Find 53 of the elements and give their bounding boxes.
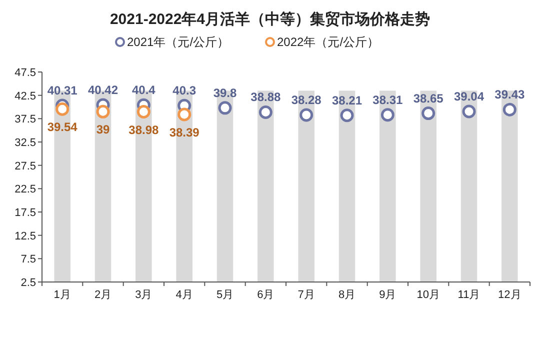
x-tick-label: 6月 — [257, 289, 274, 301]
y-tick-label: 12.5 — [14, 230, 36, 242]
point — [340, 108, 354, 122]
point — [502, 102, 516, 116]
y-tick-label: 27.5 — [14, 160, 36, 172]
point — [178, 108, 192, 122]
x-tick-label: 12月 — [498, 289, 522, 301]
y-tick-label: 32.5 — [14, 137, 36, 149]
x-tick-label: 1月 — [54, 289, 71, 301]
x-tick-label: 7月 — [298, 289, 315, 301]
data-label: 40.4 — [132, 83, 156, 98]
data-label: 38.98 — [128, 122, 160, 137]
data-label: 38.88 — [250, 90, 282, 104]
x-tick-label: 3月 — [135, 289, 152, 301]
legend-label: 2021年（元/公斤） — [127, 35, 230, 49]
y-tick-label: 7.5 — [20, 254, 36, 266]
data-label: 38.28 — [291, 93, 322, 108]
y-tick-label: 17.5 — [14, 207, 36, 219]
point — [300, 108, 314, 122]
data-label: 39.54 — [47, 120, 78, 134]
legend-label: 2022年（元/公斤） — [277, 35, 380, 49]
data-label: 38.39 — [169, 126, 200, 140]
point — [96, 104, 110, 118]
point — [422, 106, 436, 120]
point — [380, 108, 394, 122]
data-label: 40.31 — [47, 84, 78, 98]
point — [258, 105, 272, 119]
data-label: 40.42 — [88, 83, 118, 98]
point — [56, 102, 70, 116]
point — [136, 105, 150, 119]
data-label: 39.8 — [213, 86, 237, 100]
data-label: 38.31 — [372, 92, 404, 107]
y-tick-label: 37.5 — [14, 114, 36, 126]
y-tick-label: 22.5 — [14, 184, 36, 196]
data-label: 39.43 — [494, 88, 526, 102]
x-tick-label: 9月 — [379, 289, 396, 301]
point — [218, 101, 232, 115]
y-tick-label: 47.5 — [14, 67, 36, 79]
data-label: 39.04 — [454, 89, 484, 104]
x-tick-label: 5月 — [216, 289, 234, 301]
y-tick-label: 42.5 — [14, 90, 36, 102]
data-label: 38.21 — [332, 93, 362, 108]
y-tick-label: 2.5 — [20, 277, 36, 289]
x-tick-label: 11月 — [458, 289, 480, 301]
x-tick-label: 8月 — [338, 289, 356, 301]
x-tick-label: 2月 — [94, 289, 112, 301]
x-tick-label: 10月 — [416, 289, 440, 301]
chart-title: 2021-2022年4月活羊（中等）集贸市场价格走势 — [110, 10, 430, 28]
data-label: 38.65 — [413, 91, 444, 106]
data-label: 39 — [96, 122, 110, 137]
data-label: 40.3 — [172, 84, 196, 98]
x-tick-label: 4月 — [176, 289, 193, 301]
point — [462, 104, 476, 118]
